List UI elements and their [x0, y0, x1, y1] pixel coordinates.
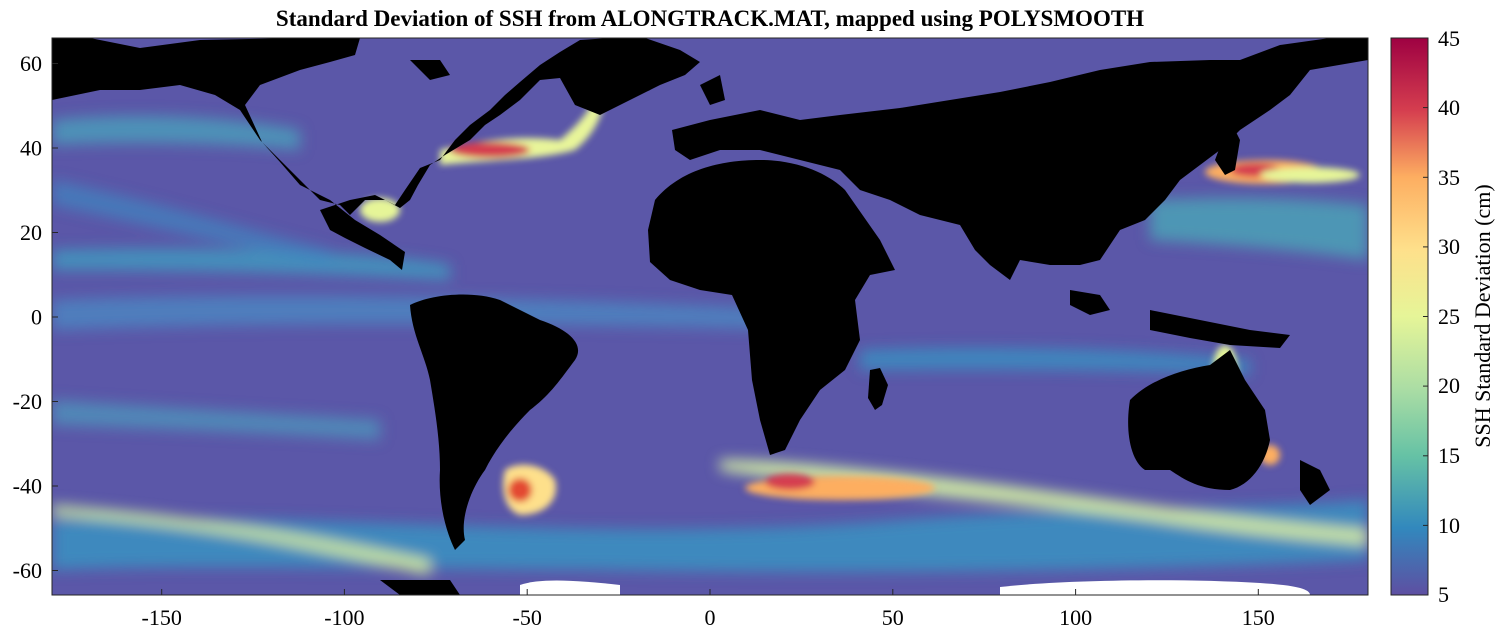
colorbar-tick-label: 30 [1438, 234, 1460, 259]
y-tick-label: -40 [13, 474, 42, 499]
y-tick-label: 0 [31, 305, 42, 330]
colorbar-tick-label: 35 [1438, 165, 1460, 190]
x-tick-marks [161, 589, 1259, 595]
colorbar-tick-label: 10 [1438, 513, 1460, 538]
y-tick-marks [52, 63, 58, 571]
y-tick-label: 40 [20, 136, 42, 161]
y-tick-label: 20 [20, 220, 42, 245]
x-tick-label: -150 [142, 605, 182, 630]
hotspots [360, 80, 1360, 515]
colorbar-label: SSH Standard Deviation (cm) [1470, 184, 1495, 447]
missing-data-west [520, 580, 620, 595]
colorbar-tick-label: 40 [1438, 95, 1460, 120]
colorbar-tick-label: 5 [1438, 582, 1449, 607]
y-tick-label: 60 [20, 51, 42, 76]
x-tick-label: 0 [705, 605, 716, 630]
variability-field [52, 115, 1368, 575]
y-tick-label: -60 [13, 558, 42, 583]
x-tick-label: -50 [513, 605, 542, 630]
colorbar-tick-label: 45 [1438, 26, 1460, 51]
x-tick-label: 150 [1242, 605, 1275, 630]
missing-data-east [1000, 580, 1310, 595]
colorbar-tick-label: 15 [1438, 443, 1460, 468]
x-tick-label: 100 [1059, 605, 1092, 630]
y-tick-label: -20 [13, 389, 42, 414]
land [52, 38, 1368, 595]
ssh-map-area [52, 38, 1368, 595]
colorbar-tick-label: 25 [1438, 304, 1460, 329]
map-title: Standard Deviation of SSH from ALONGTRAC… [275, 6, 1145, 31]
colorbar-tick-marks [1423, 37, 1428, 596]
colorbar [1390, 37, 1429, 596]
x-tick-label: -100 [324, 605, 364, 630]
colorbar-tick-label: 20 [1438, 373, 1460, 398]
x-tick-label: 50 [882, 605, 904, 630]
